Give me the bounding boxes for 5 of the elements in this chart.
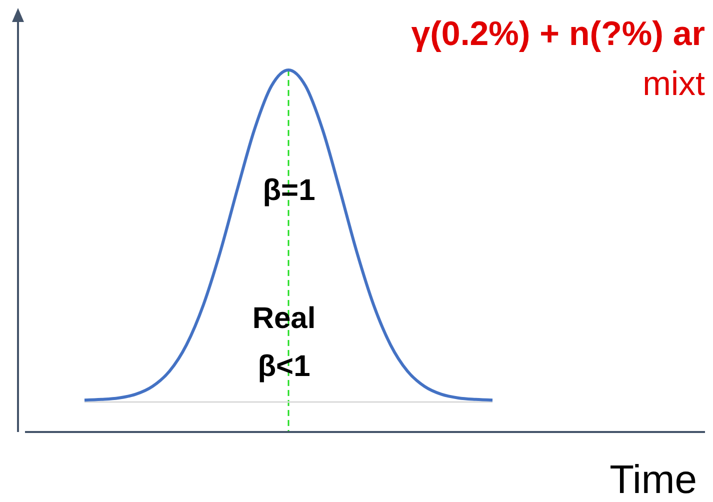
x-axis-title: Time: [610, 458, 697, 502]
annotation: β=1: [262, 174, 316, 207]
chart-title: γ(0.2%) + n(?%) ar: [411, 15, 705, 53]
chart-subtitle: mixt: [642, 65, 706, 103]
annotation: Real β<1: [252, 302, 316, 383]
